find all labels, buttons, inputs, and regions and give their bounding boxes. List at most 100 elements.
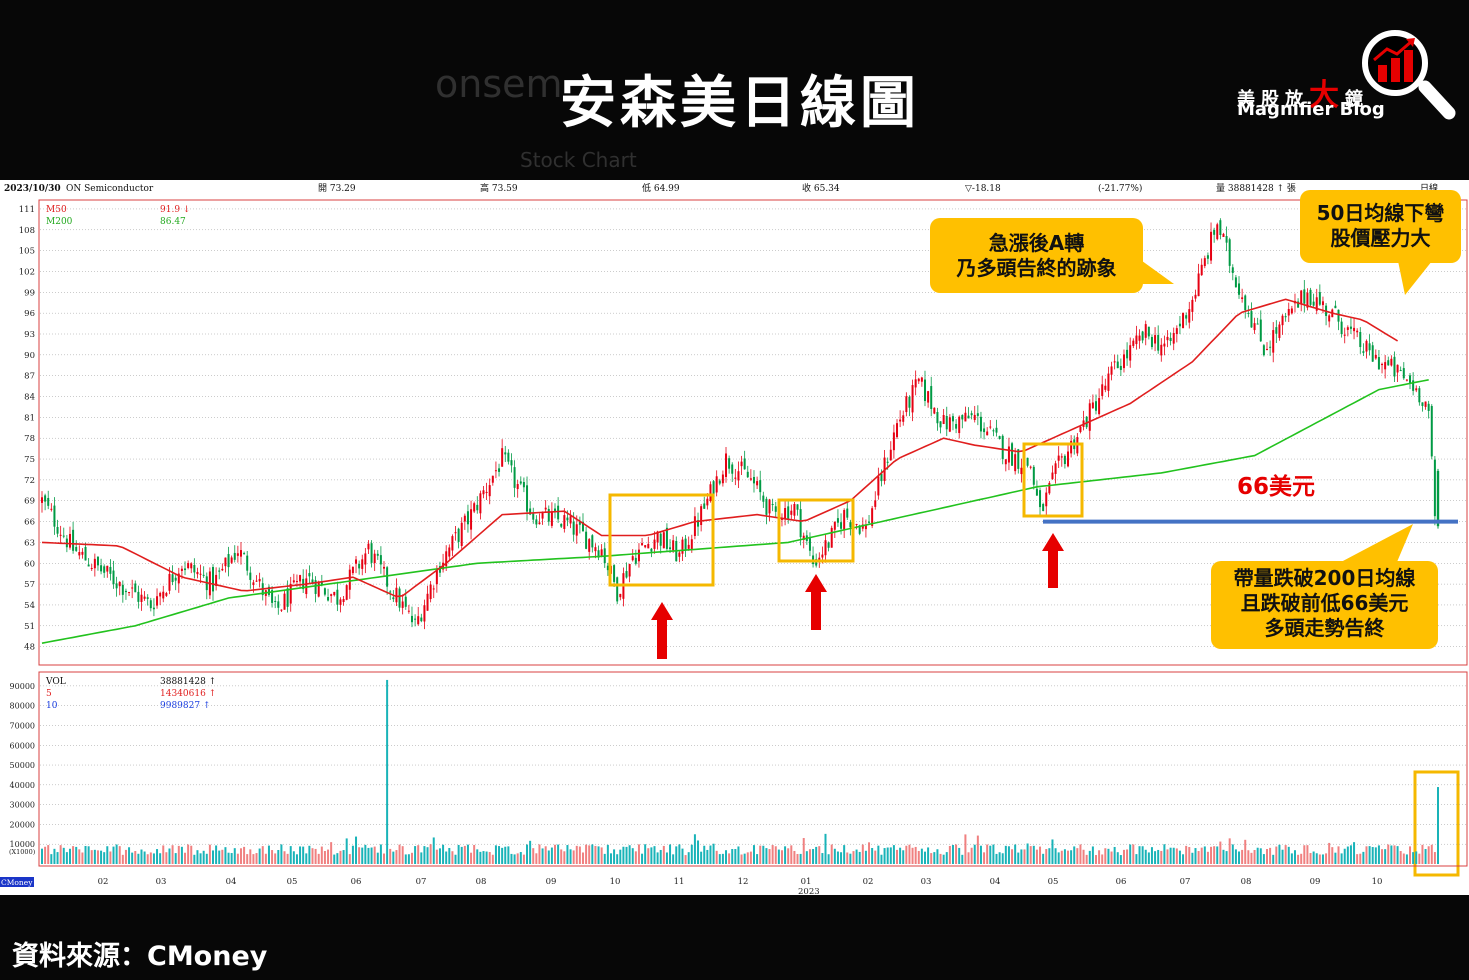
candle-body xyxy=(1210,231,1213,261)
volume-bar xyxy=(529,840,532,864)
volume-bar xyxy=(479,851,482,864)
volume-bar xyxy=(641,853,644,864)
candle-body xyxy=(1163,343,1166,347)
candle-body xyxy=(641,543,644,546)
candle-body xyxy=(100,565,103,572)
volume-bar xyxy=(1353,842,1356,864)
volume-bar xyxy=(662,845,665,864)
header-low: 低 64.99 xyxy=(642,182,680,194)
candle-body xyxy=(1390,358,1393,366)
candle-body xyxy=(1091,402,1094,409)
volume-bar xyxy=(507,846,510,864)
candle-body xyxy=(1436,470,1440,527)
volume-bar xyxy=(1349,845,1352,864)
candle-body xyxy=(585,531,588,549)
volume-bar xyxy=(501,847,504,864)
candle-body xyxy=(1427,403,1430,411)
volume-bar xyxy=(752,845,755,864)
volume-bar xyxy=(398,844,401,864)
volume-bar xyxy=(252,854,255,864)
candle-body xyxy=(1259,319,1262,342)
callout-break: 帶量跌破200日均線 且跌破前低66美元 多頭走勢告終 xyxy=(1211,524,1438,649)
volume-bar xyxy=(137,853,140,864)
candle-body xyxy=(1160,344,1163,356)
volume-bar xyxy=(90,850,93,864)
candle-body xyxy=(1054,463,1057,474)
logo-english: Magnifier Blog xyxy=(1237,99,1385,120)
candle-body xyxy=(56,526,59,534)
candle-body xyxy=(1387,360,1390,366)
volume-tick-label: 10000 xyxy=(10,840,35,849)
candle-body xyxy=(510,460,513,466)
candle-body xyxy=(184,568,187,571)
candle-body xyxy=(258,578,261,582)
volume-bar xyxy=(647,848,650,864)
candle-body xyxy=(1399,370,1402,372)
volume-bar xyxy=(1088,850,1091,864)
candle-body xyxy=(690,539,693,550)
candle-body xyxy=(342,599,345,602)
candle-body xyxy=(697,520,700,527)
volume-bar xyxy=(983,852,986,864)
candle-body xyxy=(283,593,286,610)
callout-break-tail xyxy=(1341,524,1413,562)
volume-bar xyxy=(1384,849,1387,864)
candle-body xyxy=(485,491,488,493)
volume-bar xyxy=(970,847,973,864)
candle-body xyxy=(1269,346,1272,348)
volume-bar xyxy=(134,851,137,864)
candle-body xyxy=(1424,401,1427,407)
volume-bar xyxy=(87,846,90,864)
candle-body xyxy=(774,506,777,512)
volume-bar xyxy=(513,854,516,864)
volume-bar xyxy=(118,846,121,864)
candle-body xyxy=(513,467,516,488)
volume-bar xyxy=(280,844,283,864)
volume-bar xyxy=(1172,847,1175,864)
candle-body xyxy=(252,582,255,586)
candle-body xyxy=(955,423,958,429)
volume-bar xyxy=(72,846,75,864)
volume-bar xyxy=(864,850,867,864)
volume-bar xyxy=(1110,851,1113,864)
x-month-label: 04 xyxy=(226,877,237,887)
volume-bar xyxy=(600,847,603,864)
volume-bar xyxy=(737,846,740,864)
volume-bar xyxy=(961,854,964,864)
volume-bar xyxy=(532,848,535,864)
volume-bar xyxy=(681,848,684,864)
volume-bar xyxy=(1374,847,1377,864)
candle-body xyxy=(563,515,566,529)
volume-bar xyxy=(470,852,473,864)
candle-body xyxy=(703,503,706,509)
volume-bar xyxy=(56,852,59,864)
candle-body xyxy=(187,563,190,569)
ma50-line xyxy=(41,298,1399,598)
candle-body xyxy=(1203,258,1206,267)
candle-body xyxy=(376,553,379,556)
volume-bar xyxy=(1035,849,1038,864)
candle-body xyxy=(1321,301,1324,306)
volume-bar xyxy=(1405,854,1408,864)
volume-bar xyxy=(317,853,320,864)
candle-body xyxy=(308,573,311,577)
candle-body xyxy=(678,552,681,557)
volume-bar xyxy=(1399,851,1402,864)
volume-bar xyxy=(740,854,743,864)
candle-body xyxy=(1353,327,1356,332)
candle-body xyxy=(466,511,469,525)
volume-bar xyxy=(383,853,386,864)
volume-bar xyxy=(939,853,942,864)
volume-bar xyxy=(1340,853,1343,864)
volume-bar xyxy=(563,851,566,864)
volume-bar xyxy=(417,845,420,864)
candle-body xyxy=(1104,385,1107,390)
volume-bar xyxy=(597,846,600,864)
candle-body xyxy=(1421,402,1424,406)
volume-bar xyxy=(967,852,970,864)
candle-body xyxy=(830,527,833,548)
volume-bar xyxy=(423,846,426,864)
volume-bar xyxy=(706,849,709,864)
volume-bar xyxy=(843,845,846,864)
candle-body xyxy=(202,574,205,576)
